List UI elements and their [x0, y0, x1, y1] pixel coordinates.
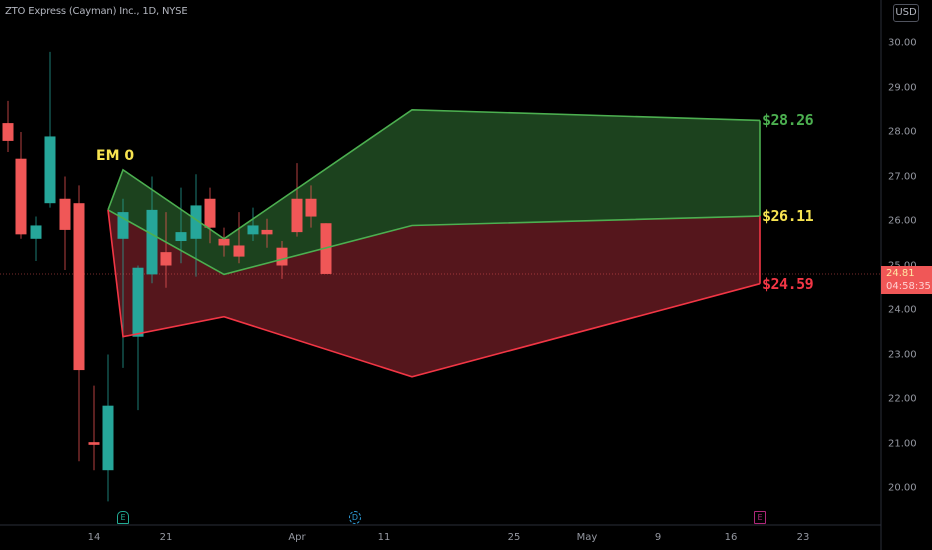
time-tick-label: 14 [87, 532, 101, 543]
candle-body [247, 225, 259, 235]
time-tick-label: 16 [724, 532, 738, 543]
price-tick-label: 30.00 [888, 37, 917, 49]
earnings-event-icon[interactable]: E [117, 511, 129, 524]
time-tick-label: 23 [796, 532, 810, 543]
time-tick-label: May [576, 532, 598, 543]
candle-body [102, 405, 114, 471]
last-price-tag: 24.81 04:58:35 [881, 266, 932, 294]
price-tick-label: 24.00 [888, 304, 917, 316]
candle-body [218, 238, 230, 246]
upper-band-line [107, 108, 761, 240]
candle-body [88, 442, 100, 445]
candle-body [132, 267, 144, 337]
candle-body [291, 198, 303, 233]
time-tick-label: 9 [654, 532, 662, 543]
candle-body [204, 198, 216, 228]
candle-body [44, 136, 56, 204]
candle-body [15, 158, 27, 235]
candle-body [261, 229, 273, 235]
candle-body [2, 123, 14, 141]
time-tick-label: Apr [288, 532, 306, 543]
time-tick-label: 25 [507, 532, 521, 543]
time-tick-label: 11 [377, 532, 391, 543]
symbol-title: ZTO Express (Cayman) Inc., 1D, NYSE [5, 6, 188, 17]
earnings-event-icon[interactable]: E [754, 511, 766, 524]
lower-band-line [107, 209, 761, 378]
lower-band-fill [108, 209, 760, 377]
upper-level-label: $28.26 [762, 111, 814, 130]
currency-button[interactable]: USD [893, 4, 919, 22]
dividend-event-icon[interactable]: D [349, 511, 361, 524]
em-label: EM 0 [96, 148, 135, 164]
candle-body [59, 198, 71, 230]
price-tick-label: 21.00 [888, 438, 917, 449]
candle-body [117, 212, 129, 239]
candle-body [175, 232, 187, 242]
price-tick-label: 20.00 [888, 482, 917, 494]
candle-body [146, 209, 158, 275]
time-tick-label: 21 [159, 532, 173, 543]
price-tick-label: 25.00 [888, 260, 917, 271]
price-tick-label: 28.00 [888, 126, 917, 138]
mid-band-line [107, 209, 761, 276]
lower-level-label: $24.59 [762, 274, 814, 293]
price-tick-label: 22.00 [888, 393, 917, 405]
mid-level-label: $26.11 [762, 207, 814, 226]
candle-body [190, 205, 202, 239]
candle-body [276, 247, 288, 266]
bar-countdown: 04:58:35 [886, 281, 931, 292]
candle-body [30, 225, 42, 239]
candle-body [160, 252, 172, 266]
price-tick-label: 29.00 [888, 82, 917, 93]
last-price-value: 24.81 [886, 268, 915, 279]
price-tick-label: 23.00 [888, 349, 917, 360]
candle-body [73, 203, 85, 371]
candle-body [305, 198, 317, 217]
candle-body [233, 245, 245, 257]
price-tick-label: 27.00 [888, 171, 917, 182]
price-tick-label: 26.00 [888, 215, 917, 227]
